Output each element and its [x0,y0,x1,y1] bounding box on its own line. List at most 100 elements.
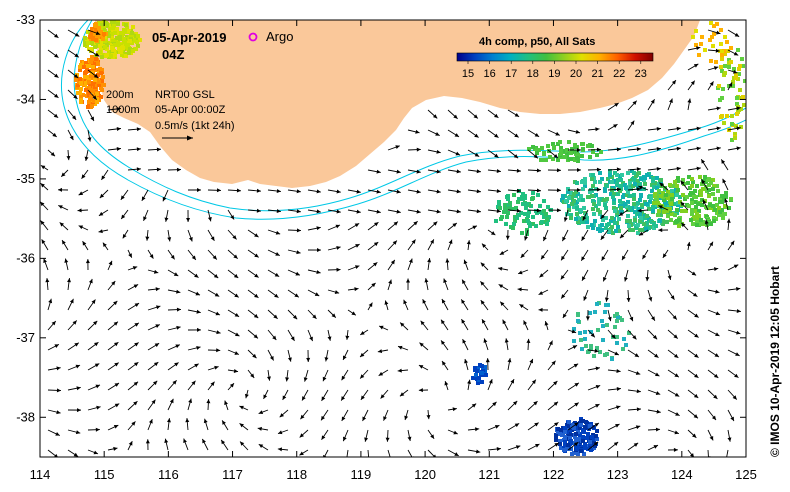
current-vector-head [696,126,701,131]
current-vector-head [635,371,641,375]
current-vector-head [116,146,121,151]
current-vector-head [362,416,367,422]
current-vector-head [680,180,685,185]
current-vector-head [523,320,528,325]
current-vector-head [426,414,431,420]
current-vector-head [602,276,607,282]
current-vector-head [276,189,281,194]
current-vector-head [715,48,720,53]
current-vector-head [111,280,116,286]
current-vector-head [595,366,600,371]
current-vector-head [574,422,579,427]
current-vector-head [733,51,739,56]
current-vector-head [95,384,100,389]
current-vector-head [396,169,401,174]
current-vector-head [581,236,586,241]
current-vector-head [336,189,341,194]
y-tick-label: -37 [16,330,35,345]
current-vector-head [141,196,146,201]
current-vector-head [596,147,601,152]
current-vector-head [675,412,680,416]
current-vector-head [576,167,581,172]
current-vector-head [492,401,497,407]
current-vector-head [496,169,501,173]
current-vector-head [396,189,401,194]
current-vector-head [360,331,365,335]
current-vector-head [694,373,699,378]
current-vector-head [257,426,262,431]
current-vector-head [576,147,581,152]
current-vector-head [254,253,259,258]
current-vector-head [671,80,676,85]
current-vector-head [573,363,579,368]
x-tick-label: 118 [286,467,307,482]
current-vector-head [467,379,472,384]
current-vector-head [464,359,468,364]
current-vector-head [233,368,239,373]
current-vector-head [496,189,501,193]
current-vector-head [734,32,740,37]
current-vector-head [216,330,221,335]
current-vector-head [356,189,361,194]
current-vector-head [476,209,481,214]
current-vector-head [619,233,625,239]
current-vector-head [656,146,661,151]
current-vector-head [524,236,528,241]
current-vector-head [585,316,590,321]
current-vector-head [331,313,336,318]
current-vector-head [250,373,255,378]
current-vector-head [418,388,423,393]
current-vector-head [55,432,60,436]
current-vector-head [615,424,620,428]
current-vector [367,449,370,457]
current-vector-head [554,422,559,427]
current-vector-head [560,275,565,280]
current-vector-head [153,362,159,367]
current-vector-head [658,205,663,210]
current-vector-head [430,434,435,439]
current-vector-head [418,365,424,369]
current-vector-head [253,334,258,339]
current-vector-head [714,353,719,357]
current-vector-head [436,149,441,154]
current-vector-head [694,313,699,318]
current-vector-head [721,159,726,164]
current-vector-head [54,344,59,348]
current-vector-head [512,400,518,406]
x-tick-label: 125 [735,467,757,482]
current-vector-head [392,240,397,245]
current-vector-head [274,272,280,277]
current-vector-head [156,147,161,152]
x-axis: 114 115 116 117 118 119 120 121 122 123 124 125 [30,20,757,482]
y-tick-label: -34 [16,91,35,106]
current-vector-head [299,433,304,438]
current-vector-head [642,254,647,260]
current-vector-head [61,172,66,177]
current-vector-head [254,273,259,278]
current-vector-head [336,245,341,250]
current-vector-head [636,147,641,152]
current-vector-head [534,132,540,137]
colorbar-title: 4h comp, p50, All Sats [479,36,595,48]
current-vector-head [384,300,389,305]
current-vector-head [424,278,429,283]
vector-scale-label: 0.5m/s (1kt 24h) [155,120,234,132]
colorbar-tick-label: 15 [462,68,474,80]
current-vector-head [136,127,141,132]
current-vector-head [62,240,66,245]
current-vector-head [680,201,685,207]
current-vector-head [214,365,219,370]
current-vector-head [656,166,661,171]
current-vector-head [136,167,141,172]
current-vector-head [656,126,661,131]
current-vector-head [655,427,661,432]
current-vector-head [574,382,579,387]
current-vector-head [575,129,581,134]
current-vector-head [374,222,379,227]
current-vector-head [64,258,69,263]
current-vector-head [716,126,721,131]
current-vector-head [544,321,549,326]
current-vector-head [413,221,418,226]
current-vector-head [295,271,300,276]
current-vector-head [436,209,441,214]
